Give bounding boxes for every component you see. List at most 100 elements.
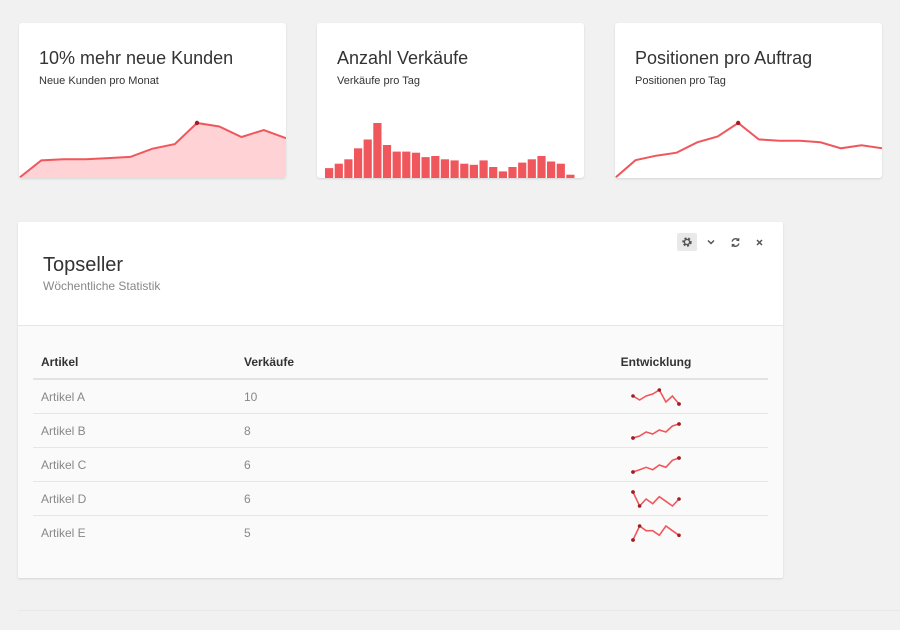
topseller-panel: Topseller Wöchentliche Statistik [18,222,783,578]
sparkline-point [631,435,635,440]
table-row: Artikel E 5 [33,516,768,549]
sales-bar [498,171,507,178]
stat-title: Anzahl Verkäufe [337,48,469,68]
header-verkaeufe: Verkäufe [244,355,295,369]
sales-bar [411,152,421,178]
table-row: Artikel C 6 [33,448,768,482]
sparkline-path [632,524,680,540]
sales-bar [469,164,478,178]
close-button[interactable] [749,233,769,251]
new-customers-area-chart [19,120,286,178]
stat-card-sales: Anzahl Verkäufe Verkäufe pro Tag [317,23,584,178]
sparkline-point [631,489,635,494]
sparkline-point [677,401,681,406]
sales-bar [334,163,343,178]
table-row: Artikel D 6 [33,482,768,516]
panel-title: Topseller [43,254,124,276]
artikel-sales: 6 [244,491,251,506]
trend-sparkline [631,523,681,542]
trend-sparkline [631,387,681,406]
stat-title: Positionen pro Auftrag [635,48,813,68]
panel-toolbar [677,233,769,251]
refresh-icon [731,237,739,247]
artikel-name: Artikel E [41,525,86,540]
close-icon [755,238,763,246]
panel-body: Artikel Verkäufe Entwicklung Artikel A 1… [18,325,783,578]
sparkline-point [637,503,642,508]
sales-bar-chart [325,123,575,178]
sparkline-point [677,421,681,426]
artikel-sales: 5 [244,525,251,540]
sales-bar [508,167,517,178]
trend-cell [544,421,768,441]
sales-bar [518,162,527,178]
sales-bar [402,151,411,178]
sales-bar [421,157,430,178]
trend-cell [544,455,768,475]
sales-bar [392,151,401,178]
sales-bar [489,167,498,178]
trend-sparkline [631,489,681,508]
sparkline-point [677,533,681,537]
sales-bar [344,159,353,178]
trend-cell [544,489,768,509]
trend-sparkline [631,421,681,440]
settings-button[interactable] [677,233,697,251]
footer-divider [18,610,900,611]
sales-bar [373,123,382,178]
series-line [615,121,882,178]
table-header: Artikel Verkäufe Entwicklung [33,346,768,380]
trend-sparkline [631,455,681,474]
refresh-button[interactable] [725,233,745,251]
sparkline-point [677,455,681,460]
sales-bar [566,174,575,178]
area-fill [19,123,286,178]
sales-bar [460,163,469,178]
artikel-name: Artikel C [41,457,87,472]
sales-bar [382,145,392,178]
sparkline-path [632,422,680,439]
topseller-table: Artikel Verkäufe Entwicklung Artikel A 1… [33,346,768,549]
sales-bar [440,159,449,178]
artikel-name: Artikel D [41,491,87,506]
stat-subtitle: Verkäufe pro Tag [337,75,420,87]
peak-marker [736,120,741,126]
sales-bar [527,159,536,178]
artikel-name: Artikel A [41,389,86,404]
sales-bar [431,156,440,178]
sales-bar [537,156,546,178]
sales-bar [354,148,363,178]
sales-bar [325,168,334,178]
artikel-sales: 10 [244,389,258,404]
stat-subtitle: Positionen pro Tag [635,75,726,87]
sparkline-path [632,388,680,405]
header-artikel: Artikel [41,355,79,369]
sales-bar [479,160,488,178]
table-row: Artikel A 10 [33,380,768,414]
trend-cell [544,387,768,407]
chevron-down-icon [707,239,715,245]
panel-subtitle: Wöchentliche Statistik [43,279,161,293]
sparkline-path [632,456,680,473]
stat-card-positions: Positionen pro Auftrag Positionen pro Ta… [615,23,882,178]
sparkline-point [637,523,642,528]
sales-bar [363,139,372,178]
sparkline-point [631,537,635,542]
table-row: Artikel B 8 [33,414,768,448]
trend-cell [544,523,768,543]
stat-card-new-customers: 10% mehr neue Kunden Neue Kunden pro Mon… [19,23,286,178]
sparkline-point [631,393,635,398]
artikel-sales: 6 [244,457,251,472]
sales-bar [556,163,565,178]
stat-title: 10% mehr neue Kunden [39,48,234,68]
collapse-button[interactable] [701,233,721,251]
peak-marker [194,120,200,126]
sales-bar [450,160,459,178]
sparkline-point [657,387,662,392]
gear-icon [682,237,692,247]
sparkline-path [632,491,680,507]
sparkline-point [631,469,635,474]
sparkline-point [677,496,681,501]
positions-line-chart [615,120,882,178]
sales-bar [547,161,556,178]
